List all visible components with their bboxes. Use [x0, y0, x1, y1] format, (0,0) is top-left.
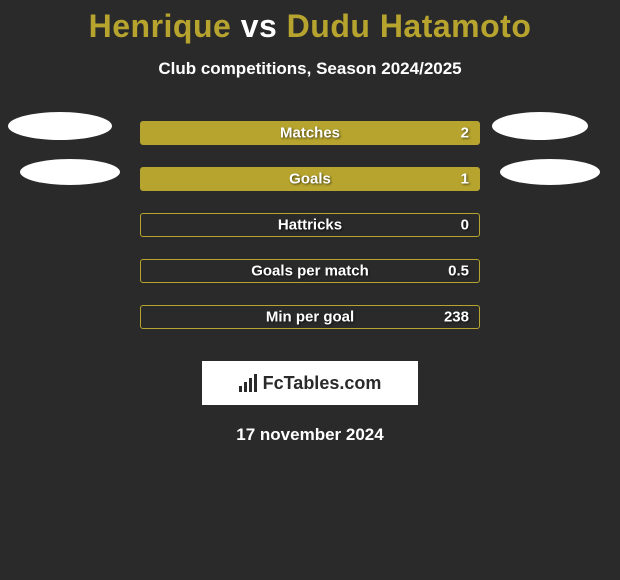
- stat-label: Matches: [280, 125, 340, 142]
- date-line: 17 november 2024: [0, 425, 620, 445]
- logo-text: FcTables.com: [263, 373, 382, 394]
- stat-row: Hattricks 0: [0, 213, 620, 237]
- ellipse-right: [500, 159, 600, 185]
- stat-label: Goals: [289, 171, 331, 188]
- player1-name: Henrique: [89, 8, 232, 44]
- ellipse-left: [8, 112, 112, 140]
- comparison-card: Henrique vs Dudu Hatamoto Club competiti…: [0, 0, 620, 445]
- stat-value: 1: [461, 171, 469, 188]
- stat-bar: Goals per match 0.5: [140, 259, 480, 283]
- stat-bar: Matches 2: [140, 121, 480, 145]
- vs-word: vs: [241, 8, 278, 44]
- barchart-icon: [239, 374, 257, 392]
- stat-bar: Hattricks 0: [140, 213, 480, 237]
- stat-row: Min per goal 238: [0, 305, 620, 329]
- stat-value: 238: [444, 309, 469, 326]
- stat-value: 0: [461, 217, 469, 234]
- stat-bar: Min per goal 238: [140, 305, 480, 329]
- ellipse-left: [20, 159, 120, 185]
- stat-label: Goals per match: [251, 263, 369, 280]
- title: Henrique vs Dudu Hatamoto: [0, 8, 620, 45]
- stat-label: Hattricks: [278, 217, 342, 234]
- subtitle: Club competitions, Season 2024/2025: [0, 59, 620, 79]
- stat-row: Goals 1: [0, 167, 620, 191]
- stat-row: Matches 2: [0, 121, 620, 145]
- stat-bar: Goals 1: [140, 167, 480, 191]
- stat-label: Min per goal: [266, 309, 354, 326]
- stat-row: Goals per match 0.5: [0, 259, 620, 283]
- stat-value: 0.5: [448, 263, 469, 280]
- ellipse-right: [492, 112, 588, 140]
- logo-box: FcTables.com: [202, 361, 418, 405]
- stat-value: 2: [461, 125, 469, 142]
- stats-area: Matches 2 Goals 1 Hattricks 0 Goals per match 0…: [0, 121, 620, 329]
- player2-name: Dudu Hatamoto: [287, 8, 532, 44]
